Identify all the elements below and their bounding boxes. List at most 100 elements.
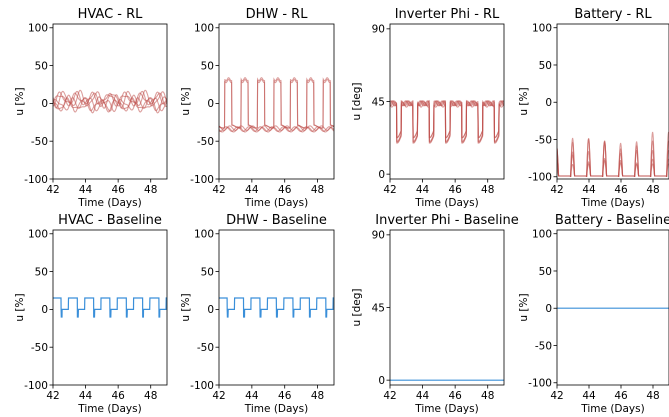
x-tick-label: 44 [245,184,259,196]
series-line [53,97,167,113]
x-tick-label: 46 [278,390,292,402]
x-tick-label: 48 [481,390,494,402]
x-tick-label: 42 [212,184,225,196]
y-tick-label: 50 [539,60,552,72]
x-tick-label: 48 [646,184,659,196]
y-tick-label: 50 [35,60,48,72]
y-tick-label: 0 [378,169,385,181]
y-axis-label: u [%] [180,293,192,321]
y-tick-label: 0 [207,98,214,110]
axes-frame [52,23,168,180]
y-tick-label: -100 [24,174,48,186]
x-tick-label: 46 [111,390,125,402]
y-tick-label: -100 [190,380,214,392]
y-tick-label: 0 [545,97,552,109]
series-line [390,100,504,144]
series-line [53,90,167,108]
panel-title: Battery - RL [574,7,652,22]
panel-5: 42 44 46 48 -100 -50 0 50 100 DHW - Baseline Time … [180,213,335,415]
x-axis-label: Time (Days) [580,403,644,415]
x-tick-label: 44 [582,184,596,196]
y-axis-label: u [deg] [351,289,363,327]
x-tick-label: 44 [582,390,596,402]
series-line [53,297,167,318]
panel-title: DHW - RL [246,7,309,22]
y-axis-label: u [%] [14,293,26,321]
y-tick-label: 100 [28,229,48,241]
x-tick-label: 42 [383,390,396,402]
panel-0: 42 44 46 48 -100 -50 0 50 100 HVAC - RL Time (Days… [14,7,168,209]
y-tick-label: -50 [535,340,552,352]
panel-1: 42 44 46 48 -100 -50 0 50 100 DHW - RL Time (Days)… [180,7,335,209]
y-tick-label: -50 [31,136,48,148]
axes-frame [556,229,669,386]
y-axis-label: u [%] [14,87,26,115]
y-axis-label: u [%] [518,293,530,321]
y-tick-label: 45 [372,302,385,314]
x-tick-label: 42 [550,184,563,196]
y-tick-label: 90 [372,230,385,242]
y-tick-label: 0 [378,375,385,387]
panel-title: DHW - Baseline [226,213,327,228]
x-axis-label: Time (Days) [414,403,478,415]
y-tick-label: -50 [31,342,48,354]
series-line [219,297,334,318]
y-tick-label: 50 [201,266,214,278]
y-tick-label: 50 [201,60,214,72]
axes-frame [556,23,669,180]
panel-2: 42 44 46 48 0 45 90 Inverter Phi - RL Time (Days… [351,7,505,209]
x-tick-label: 48 [311,390,324,402]
x-tick-label: 46 [278,184,292,196]
x-axis-label: Time (Days) [580,197,644,209]
axes-frame [52,229,168,386]
panel-6: 42 44 46 48 0 45 90 Inverter Phi - Baseline Time… [351,213,519,415]
axes-frame [218,23,335,180]
y-tick-label: 50 [539,266,552,278]
axes-frame [389,229,505,386]
x-tick-label: 44 [245,390,259,402]
series-line [390,100,504,139]
x-tick-label: 48 [311,184,324,196]
x-tick-label: 48 [144,390,157,402]
y-tick-label: 45 [372,96,385,108]
y-tick-label: -50 [535,134,552,146]
y-axis-label: u [%] [180,87,192,115]
x-axis-label: Time (Days) [414,197,478,209]
x-tick-label: 46 [614,390,628,402]
y-axis-label: u [%] [518,87,530,115]
x-tick-label: 46 [448,390,462,402]
y-tick-label: -50 [197,342,214,354]
x-tick-label: 42 [212,390,225,402]
x-tick-label: 44 [416,184,430,196]
y-tick-label: 90 [372,24,385,36]
panel-title: HVAC - Baseline [58,213,162,228]
y-tick-label: -100 [528,378,552,390]
series-line [219,77,334,129]
series-line [219,126,334,133]
panel-4: 42 44 46 48 -100 -50 0 50 100 HVAC - Baseline Time… [14,213,168,415]
x-tick-label: 46 [448,184,462,196]
x-tick-label: 44 [79,184,93,196]
x-tick-label: 42 [550,390,563,402]
x-tick-label: 42 [46,390,59,402]
y-tick-label: 100 [194,229,214,241]
series-line [557,158,669,177]
y-tick-label: 0 [207,304,214,316]
series-line [219,78,334,129]
panel-title: Inverter Phi - Baseline [375,213,518,228]
panel-title: HVAC - RL [78,7,144,22]
y-tick-label: -100 [190,174,214,186]
series-line [219,126,334,132]
x-tick-label: 46 [614,184,628,196]
x-tick-label: 46 [111,184,125,196]
y-tick-label: 0 [41,304,48,316]
panel-title: Battery - Baseline [555,213,669,228]
y-tick-label: 50 [35,266,48,278]
x-axis-label: Time (Days) [77,403,141,415]
x-tick-label: 42 [46,184,59,196]
panel-title: Inverter Phi - RL [395,7,500,22]
series-line [53,97,167,113]
x-tick-label: 44 [79,390,93,402]
